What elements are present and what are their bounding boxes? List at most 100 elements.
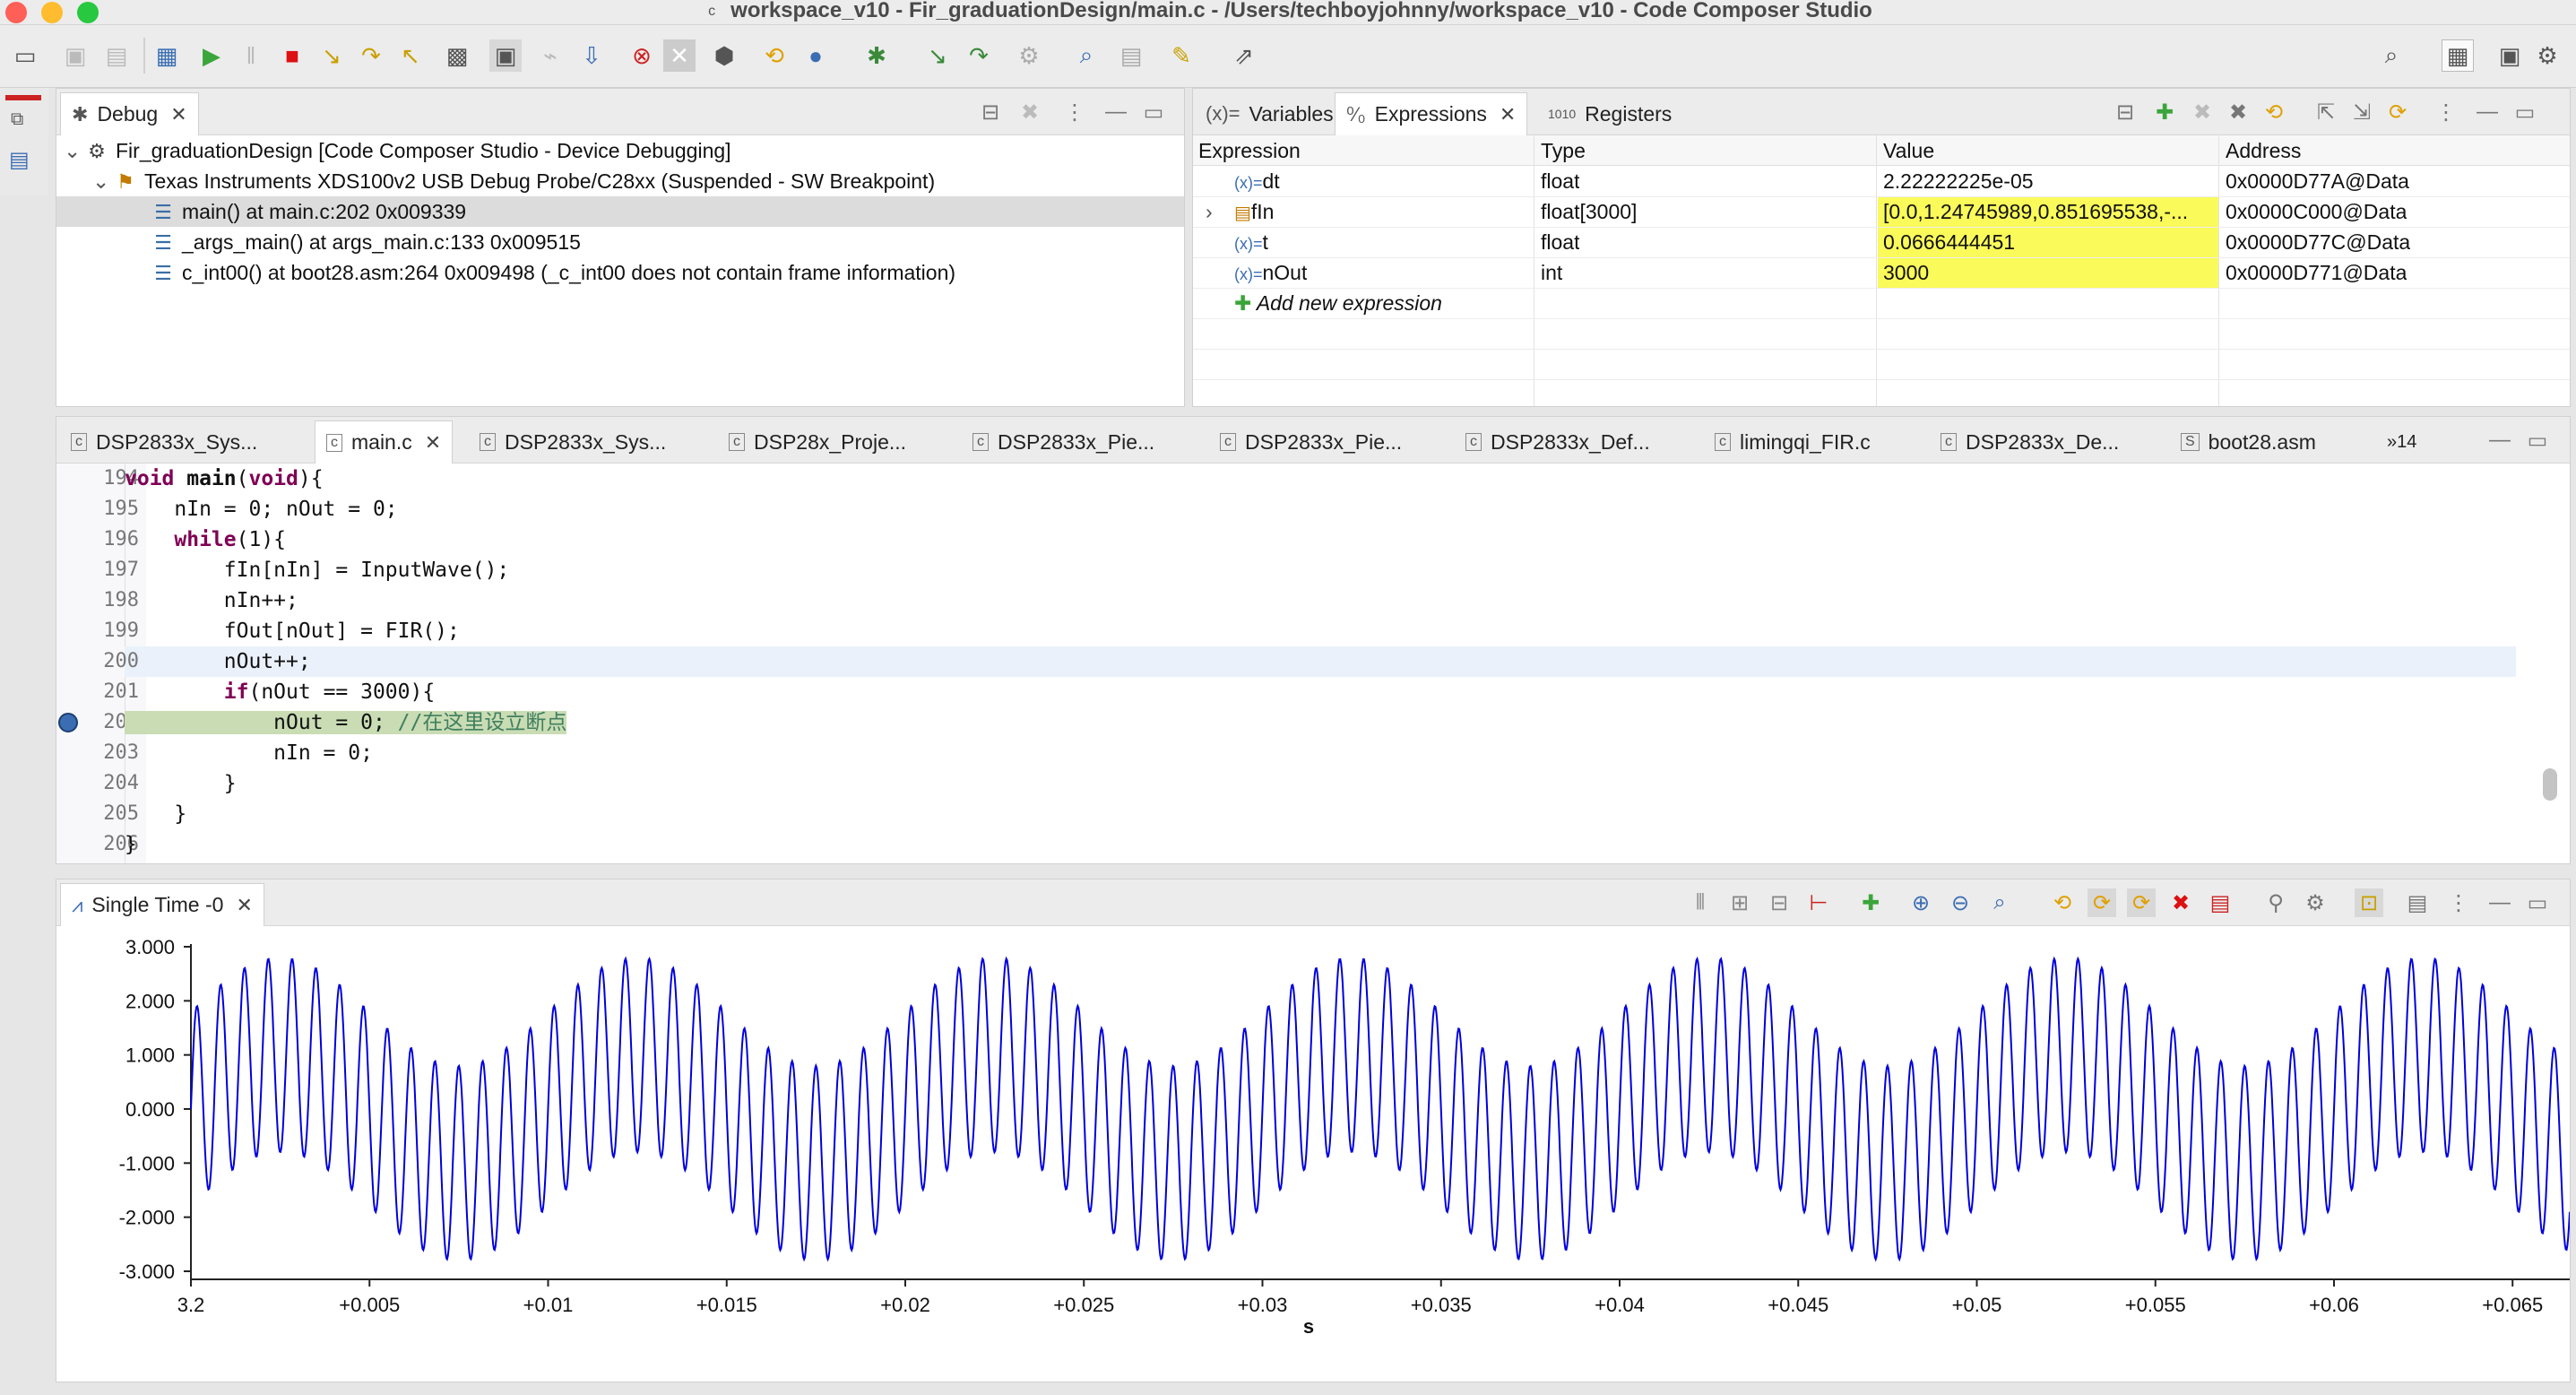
load-program-icon[interactable]: ⇩ xyxy=(582,41,601,69)
close-icon[interactable]: ✕ xyxy=(236,893,253,916)
table-row[interactable]: (x)=t float 0.0666444451 0x0000D77C@Data xyxy=(1193,227,2570,257)
code-line[interactable]: 198 nIn++; xyxy=(56,585,2570,616)
code-line[interactable]: 206} xyxy=(56,829,2570,860)
external-icon[interactable]: ⇗ xyxy=(1234,41,1254,69)
continuous-refresh-icon[interactable]: ⟳ xyxy=(2127,888,2156,917)
maximize-icon[interactable]: ▭ xyxy=(2527,890,2548,915)
zoom-in-icon[interactable]: ⊕ xyxy=(1911,890,1931,915)
grid-icon[interactable]: ▩ xyxy=(445,41,469,69)
remove-all-icon[interactable]: ✖ xyxy=(1020,100,1040,125)
table-row[interactable]: (x)=nOut int 3000 0x0000D771@Data xyxy=(1193,257,2570,288)
tree-row-frame-args-main[interactable]: ☰ _args_main() at args_main.c:133 0x00951… xyxy=(56,227,1184,257)
remove-all-icon[interactable]: ✖ xyxy=(2228,100,2248,125)
close-icon[interactable]: ✕ xyxy=(1499,102,1517,126)
step-over-icon[interactable]: ↷ xyxy=(361,41,381,69)
zoom-out-icon[interactable]: ⊖ xyxy=(1950,890,1970,915)
step-assembly-icon[interactable]: ↘ xyxy=(928,41,947,69)
view-menu-icon[interactable]: ⋮ xyxy=(2448,890,2469,915)
new-icon[interactable]: ▭ xyxy=(13,41,37,69)
cursor-icon[interactable]: ⊞ xyxy=(1730,890,1750,915)
expression-value[interactable]: [0.0,1.24745989,0.851695538,-... xyxy=(1878,196,2218,227)
resume-icon[interactable]: ▶ xyxy=(203,41,220,69)
close-window-button[interactable] xyxy=(5,2,27,23)
export-graph-icon[interactable]: ▤ xyxy=(2209,890,2231,915)
tab-variables[interactable]: (x)= Variables xyxy=(1195,92,1344,135)
minimize-icon[interactable]: — xyxy=(2477,100,2498,124)
suspend-icon[interactable]: ‖ xyxy=(246,41,256,69)
reset-icon[interactable]: ✖ xyxy=(2171,890,2191,915)
view-menu-icon[interactable]: ⋮ xyxy=(1064,100,1085,125)
code-line[interactable]: 195 nIn = 0; nOut = 0; xyxy=(56,494,2570,524)
code-line[interactable]: 205 } xyxy=(56,799,2570,829)
perspective-ccs-icon[interactable]: ⚙ xyxy=(2537,41,2558,69)
auto-refresh-icon[interactable]: ⟳ xyxy=(2088,888,2116,917)
step-over-assembly-icon[interactable]: ↷ xyxy=(969,41,989,69)
breakpoint-icon[interactable] xyxy=(58,713,78,732)
tab-registers[interactable]: 1010 Registers xyxy=(1537,92,1682,135)
disabled-tool-icon[interactable]: ✕ xyxy=(663,39,696,72)
code-line[interactable]: 204 } xyxy=(56,768,2570,799)
minimize-icon[interactable]: — xyxy=(2489,428,2511,452)
bug-icon[interactable]: ✱ xyxy=(867,41,886,69)
code-line[interactable]: 199 fOut[nOut] = FIR(); xyxy=(56,616,2570,646)
maximize-icon[interactable]: ▭ xyxy=(2527,428,2548,453)
add-series-icon[interactable]: ✚ xyxy=(1861,890,1880,915)
close-icon[interactable]: ✕ xyxy=(170,102,187,126)
column-type[interactable]: Type xyxy=(1541,139,1586,162)
code-line[interactable]: 202 nOut = 0; //在这里设立断点 xyxy=(56,707,2570,738)
expression-value[interactable]: 0.0666444451 xyxy=(1878,227,2218,257)
continuous-refresh-icon[interactable]: ⟳ xyxy=(2388,100,2407,125)
editor-tab[interactable]: c DSP2833x_Pie... xyxy=(962,420,1165,464)
binoculars-icon[interactable]: ⚲ xyxy=(2268,890,2284,915)
open-perspective-icon[interactable]: ▤ xyxy=(1119,41,1143,69)
time-plot[interactable]: 3.000 2.000 1.000 0.000 -1.000 -2.000 -3.0003.… xyxy=(56,926,2571,1382)
import-icon[interactable]: ⇱ xyxy=(2316,100,2336,125)
display-properties-icon[interactable]: ▤ xyxy=(2407,890,2428,915)
lock-icon[interactable]: ⊡ xyxy=(2355,888,2383,917)
restore-icon[interactable]: ⧉ xyxy=(11,109,24,129)
breakpoint-icon[interactable]: ⊗ xyxy=(632,41,652,69)
search-icon[interactable]: ⌕ xyxy=(2384,41,2399,68)
memory-icon[interactable]: ▣ xyxy=(489,39,522,72)
perspective-edit-icon[interactable]: ▦ xyxy=(2442,39,2474,72)
column-expression[interactable]: Expression xyxy=(1198,139,1301,162)
editor-scrollbar-thumb[interactable] xyxy=(2543,768,2557,801)
column-address[interactable]: Address xyxy=(2226,139,2302,162)
refresh-target-icon[interactable]: ⟲ xyxy=(765,41,784,69)
flash-icon[interactable]: ● xyxy=(808,41,823,69)
minimize-icon[interactable]: — xyxy=(1105,100,1127,124)
measure-icon[interactable]: ⊢ xyxy=(1809,890,1828,915)
code-line[interactable]: 203 nIn = 0; xyxy=(56,738,2570,768)
tab-debug[interactable]: ✱ Debug ✕ xyxy=(60,92,199,135)
chevron-down-icon[interactable]: ⌄ xyxy=(64,139,82,162)
perspective-debug-icon[interactable]: ▣ xyxy=(2498,41,2521,69)
chevron-down-icon[interactable]: ⌄ xyxy=(92,169,110,193)
table-row[interactable]: › ▤fIn float[3000] [0.0,1.24745989,0.851… xyxy=(1193,196,2570,227)
data-cursor-icon[interactable]: ⊟ xyxy=(1769,890,1789,915)
tree-row-probe[interactable]: ⌄ ⚑ Texas Instruments XDS100v2 USB Debug P… xyxy=(56,166,1184,196)
more-tabs-button[interactable]: »14 xyxy=(2387,431,2417,452)
editor-tab[interactable]: c DSP2833x_Sys... xyxy=(60,420,268,464)
tree-row-frame-c-int00[interactable]: ☰ c_int00() at boot28.asm:264 0x009498 (_… xyxy=(56,257,1184,288)
column-value[interactable]: Value xyxy=(1883,139,1935,162)
tree-row-project[interactable]: ⌄ ⚙ Fir_graduationDesign [Code Composer St… xyxy=(56,135,1184,166)
wand-icon[interactable]: ✎ xyxy=(1171,41,1191,69)
table-row[interactable]: (x)=dt float 2.22222225e-05 0x0000D77A@D… xyxy=(1193,166,2570,196)
terminate-icon[interactable]: ■ xyxy=(285,41,299,69)
refresh-icon[interactable]: ⟲ xyxy=(2264,100,2284,125)
remove-expression-icon[interactable]: ✖ xyxy=(2192,100,2212,125)
minimize-window-button[interactable] xyxy=(41,2,63,23)
align-icon[interactable]: ⫴ xyxy=(1695,890,1706,914)
zoom-fit-icon[interactable]: ⌕ xyxy=(1993,890,2006,914)
expression-value[interactable]: 2.22222225e-05 xyxy=(1883,169,2034,193)
collapse-all-icon[interactable]: ⊟ xyxy=(2115,100,2135,125)
editor-tab[interactable]: c DSP2833x_Def... xyxy=(1455,420,1661,464)
tools-icon[interactable]: ⚙ xyxy=(1018,41,1040,69)
chevron-right-icon[interactable]: › xyxy=(1206,200,1213,223)
save-all-icon[interactable]: ▤ xyxy=(105,41,128,69)
code-line[interactable]: 197 fIn[nIn] = InputWave(); xyxy=(56,555,2570,585)
editor-tab[interactable]: c main.c ✕ xyxy=(315,420,454,464)
view-menu-icon[interactable]: ⋮ xyxy=(2435,100,2457,125)
tree-row-frame-main[interactable]: ☰ main() at main.c:202 0x009339 xyxy=(56,196,1184,227)
search-tool-icon[interactable]: ⌕ xyxy=(1079,41,1094,68)
